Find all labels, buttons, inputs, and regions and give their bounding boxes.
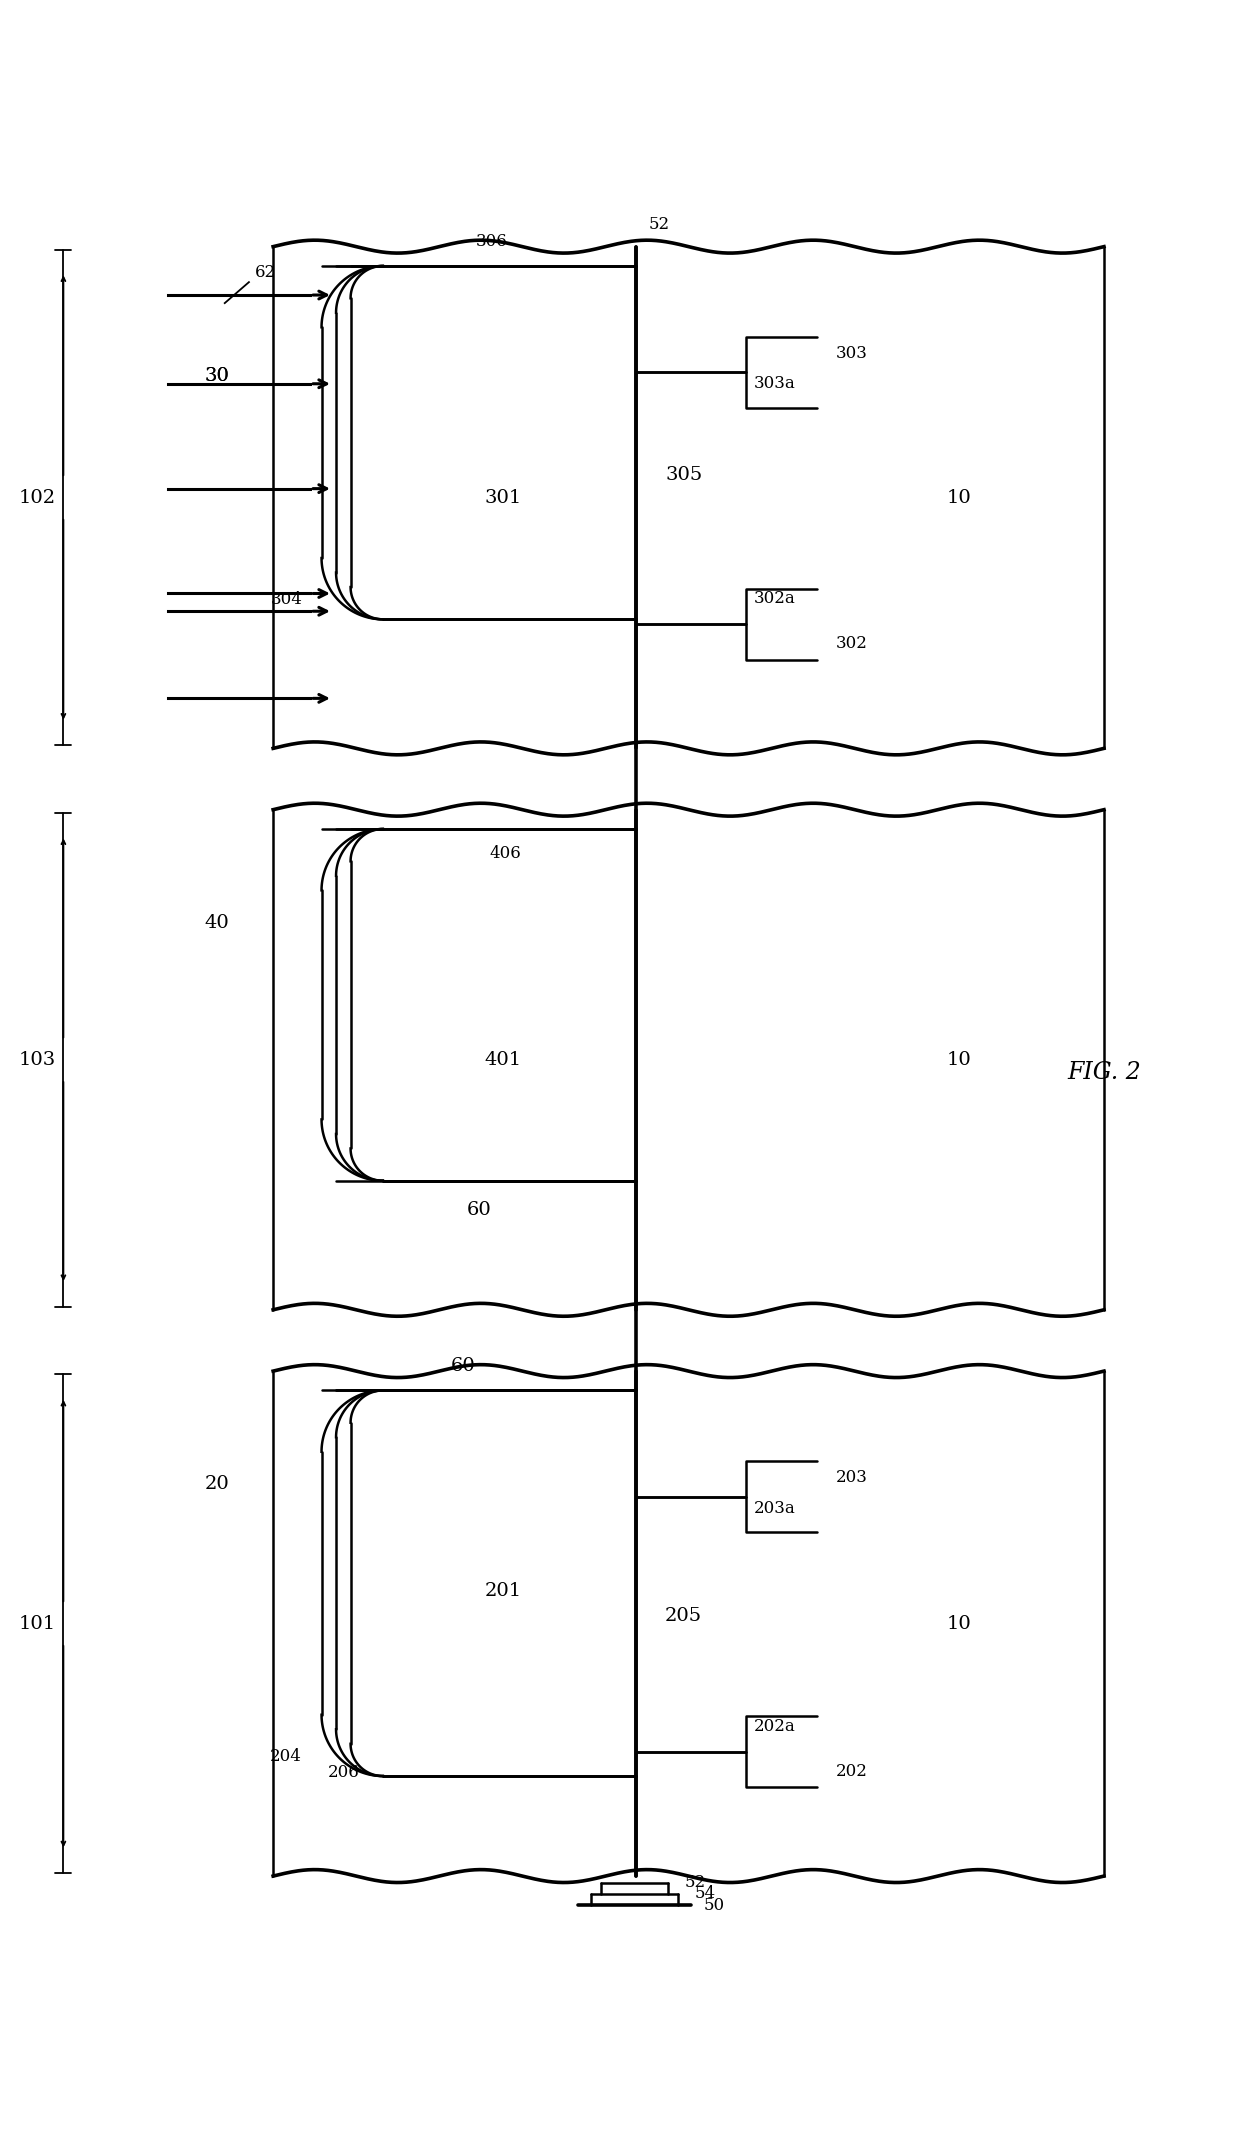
Text: 202a: 202a: [754, 1718, 796, 1735]
Text: 303: 303: [836, 344, 868, 361]
Text: 60: 60: [466, 1201, 491, 1219]
Text: 20: 20: [205, 1475, 229, 1494]
Text: 54: 54: [694, 1884, 715, 1901]
Text: 203a: 203a: [754, 1500, 796, 1517]
Text: 304: 304: [270, 591, 303, 608]
Text: 206: 206: [329, 1765, 360, 1782]
Text: 303a: 303a: [754, 376, 796, 393]
Text: 302: 302: [836, 636, 868, 653]
Text: 62: 62: [254, 265, 275, 282]
Text: 50: 50: [704, 1897, 725, 1914]
Text: 103: 103: [19, 1050, 56, 1069]
Text: 203: 203: [836, 1468, 868, 1485]
Text: 202: 202: [836, 1763, 868, 1780]
Text: 302a: 302a: [754, 589, 796, 606]
Text: 52: 52: [649, 216, 670, 233]
Text: 10: 10: [946, 1615, 971, 1633]
Text: 406: 406: [490, 845, 521, 862]
Text: 101: 101: [19, 1615, 56, 1633]
Text: 306: 306: [475, 233, 507, 250]
Text: FIG. 2: FIG. 2: [1068, 1061, 1141, 1084]
Text: 301: 301: [485, 489, 522, 506]
Text: 205: 205: [665, 1607, 702, 1624]
Text: 305: 305: [665, 465, 702, 484]
Text: 102: 102: [19, 489, 56, 506]
Text: 30: 30: [205, 367, 229, 384]
Text: 30: 30: [205, 367, 229, 384]
Text: 10: 10: [946, 489, 971, 506]
Text: 40: 40: [205, 913, 229, 933]
Text: 60: 60: [450, 1357, 475, 1374]
Text: 401: 401: [485, 1050, 522, 1069]
Text: 201: 201: [485, 1581, 522, 1600]
Text: 204: 204: [270, 1748, 303, 1765]
Text: 10: 10: [946, 1050, 971, 1069]
Text: 52: 52: [684, 1874, 706, 1891]
